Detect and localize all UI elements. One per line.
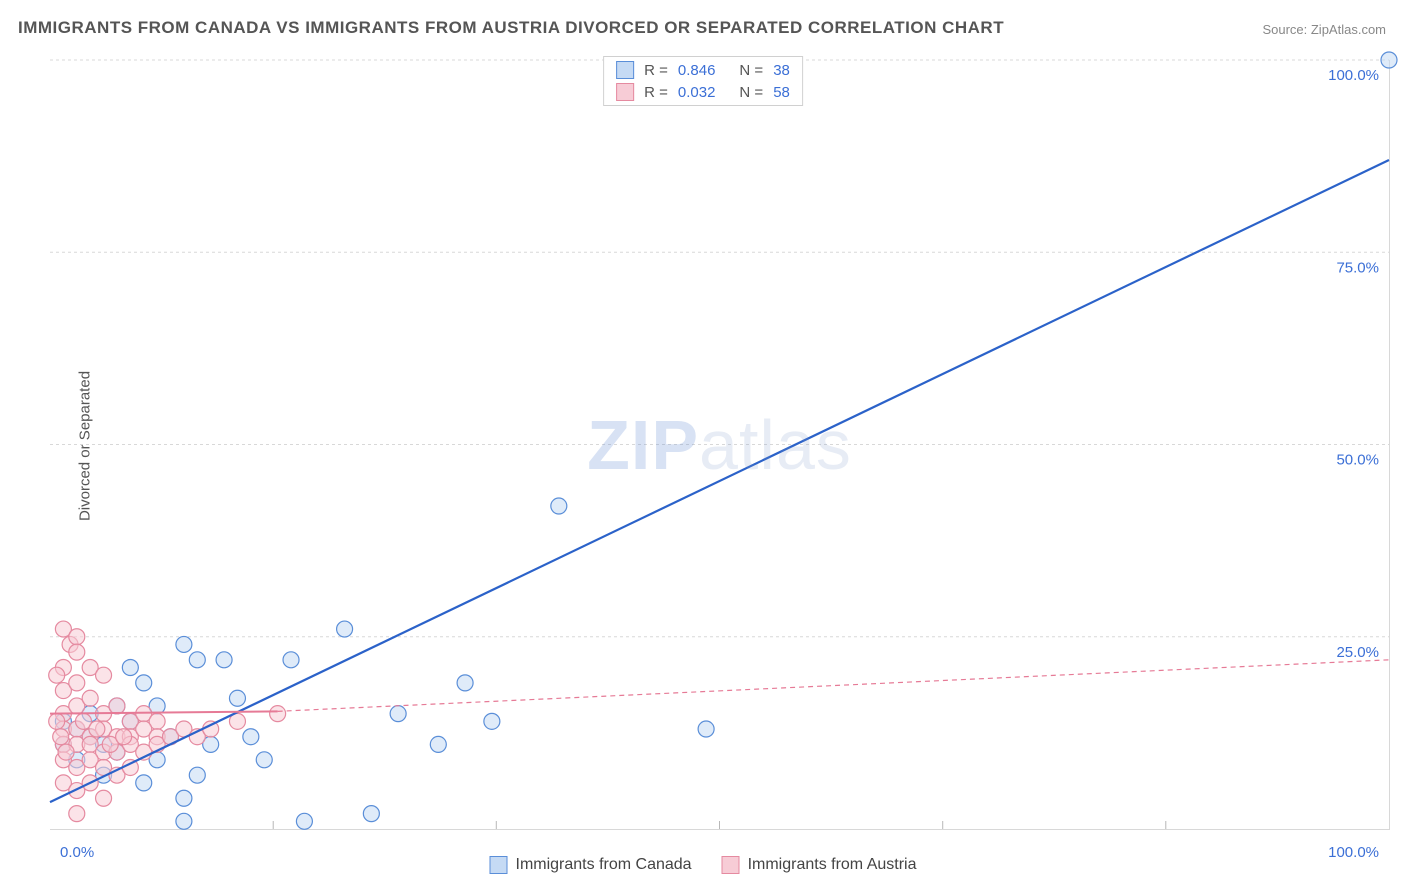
data-point [243,729,259,745]
data-point [551,498,567,514]
data-point [189,767,205,783]
data-point [270,706,286,722]
data-point [430,736,446,752]
chart-title: IMMIGRANTS FROM CANADA VS IMMIGRANTS FRO… [18,18,1004,38]
data-point [49,667,65,683]
data-point [698,721,714,737]
data-point [136,675,152,691]
data-point [96,790,112,806]
data-point [122,660,138,676]
data-point [1381,52,1397,68]
trend-line-extrapolation [278,660,1389,712]
legend-swatch [616,61,634,79]
data-point [82,690,98,706]
r-value: 0.846 [678,62,716,79]
data-point [109,698,125,714]
data-point [58,744,74,760]
data-point [69,806,85,822]
y-tick-label: 75.0% [1336,259,1379,276]
data-point [69,644,85,660]
data-point [337,621,353,637]
n-label: N = [739,84,763,101]
data-point [283,652,299,668]
r-label: R = [644,84,668,101]
n-value: 38 [773,62,790,79]
data-point [176,636,192,652]
x-tick-label: 100.0% [1328,844,1379,861]
legend-swatch [616,83,634,101]
data-point [49,713,65,729]
legend-item: Immigrants from Canada [490,856,692,874]
data-point [363,806,379,822]
stat-legend: R = 0.846 N = 38 R = 0.032 N = 58 [603,56,803,106]
data-point [216,652,232,668]
data-point [96,667,112,683]
source-attribution: Source: ZipAtlas.com [1262,22,1386,37]
data-point [89,721,105,737]
data-point [229,690,245,706]
x-tick-label: 0.0% [60,844,94,861]
plot-area: 25.0%50.0%75.0%100.0%0.0%100.0% ZIPatlas [50,60,1390,830]
legend-label: Immigrants from Austria [748,856,917,874]
data-point [256,752,272,768]
r-label: R = [644,62,668,79]
legend-swatch [490,856,508,874]
trend-line [50,160,1389,802]
y-tick-label: 50.0% [1336,452,1379,469]
n-label: N = [739,62,763,79]
series-legend: Immigrants from Canada Immigrants from Au… [490,856,917,874]
y-tick-label: 100.0% [1328,67,1379,84]
data-point [390,706,406,722]
data-point [136,775,152,791]
chart-svg: 25.0%50.0%75.0%100.0%0.0%100.0% [50,60,1389,829]
data-point [484,713,500,729]
data-point [69,675,85,691]
n-value: 58 [773,84,790,101]
data-point [116,729,132,745]
data-point [176,813,192,829]
data-point [457,675,473,691]
legend-item: Immigrants from Austria [722,856,917,874]
data-point [53,729,69,745]
stat-legend-row: R = 0.032 N = 58 [604,81,802,103]
data-point [69,629,85,645]
data-point [296,813,312,829]
legend-swatch [722,856,740,874]
data-point [176,790,192,806]
r-value: 0.032 [678,84,716,101]
y-tick-label: 25.0% [1336,644,1379,661]
stat-legend-row: R = 0.846 N = 38 [604,59,802,81]
data-point [189,652,205,668]
legend-label: Immigrants from Canada [516,856,692,874]
